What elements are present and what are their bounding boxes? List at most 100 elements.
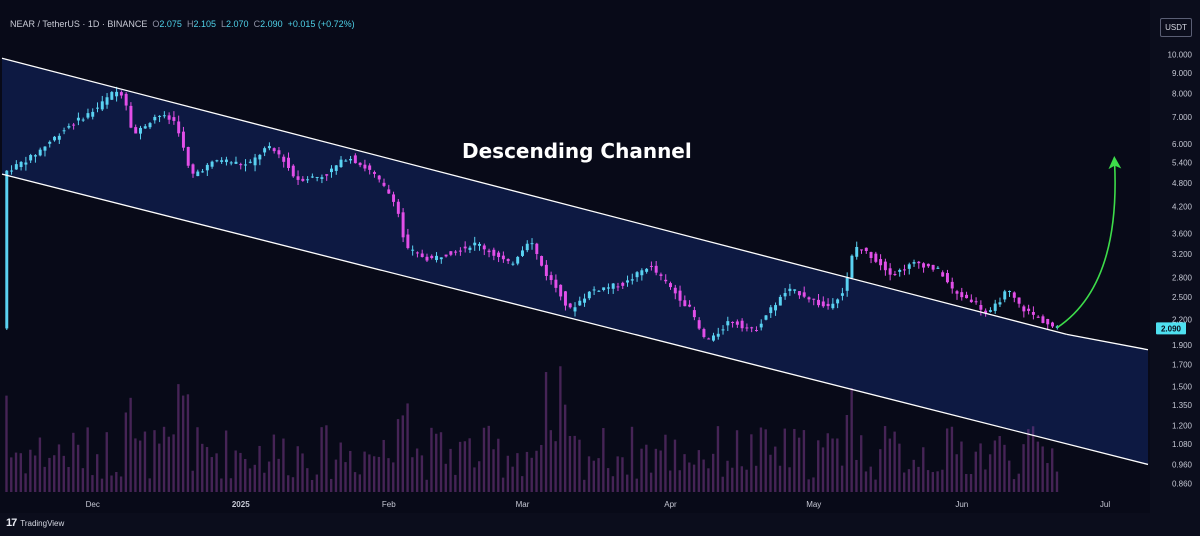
volume-bar	[606, 468, 610, 492]
candle-down	[124, 93, 128, 106]
volume-bar	[53, 455, 56, 492]
candle-up	[478, 243, 481, 246]
volume-bar	[506, 455, 510, 492]
volume-bar	[210, 457, 213, 492]
time-tick-label: Jun	[955, 500, 968, 509]
candle-up	[306, 179, 310, 181]
candle-down	[559, 284, 563, 297]
symbol-header[interactable]: NEAR / TetherUS · 1D · BINANCE O2.075 H2…	[10, 19, 355, 29]
candle-up	[263, 148, 267, 153]
symbol-title[interactable]: NEAR / TetherUS · 1D · BINANCE	[10, 19, 148, 29]
volume-bar	[535, 450, 538, 492]
volume-bar	[530, 457, 533, 492]
volume-bar	[244, 458, 247, 492]
candle-down	[406, 234, 410, 249]
candle-down	[974, 301, 978, 303]
candle-up	[267, 146, 271, 149]
volume-bar	[482, 427, 486, 492]
candle-down	[697, 320, 701, 329]
time-tick-label: Dec	[86, 500, 100, 509]
price-tick-label: 1.500	[1172, 382, 1193, 391]
candle-up	[344, 160, 348, 162]
candle-up	[898, 269, 902, 272]
candle-up	[855, 246, 859, 257]
candle-down	[506, 259, 510, 262]
volume-bar	[654, 448, 658, 492]
volume-bar	[258, 445, 261, 492]
candle-down	[568, 303, 572, 308]
volume-bar	[864, 471, 868, 492]
candle-up	[993, 303, 997, 311]
volume-bar	[673, 439, 677, 492]
candle-down	[664, 279, 668, 282]
price-tick-label: 4.800	[1172, 179, 1193, 188]
volume-bar	[124, 412, 128, 492]
candle-up	[936, 267, 940, 269]
candle-up	[153, 116, 157, 121]
time-axis-group[interactable]: Dec 2025 Feb Mar Apr May Jun Jul	[86, 500, 1111, 509]
volume-bar	[181, 395, 185, 492]
candle-up	[769, 307, 773, 314]
candle-up	[234, 161, 238, 164]
volume-bar	[487, 425, 490, 492]
candle-up	[597, 290, 601, 292]
volume-bar	[540, 444, 543, 492]
volume-bar	[669, 470, 672, 492]
price-tick-label: 9.000	[1172, 69, 1193, 78]
currency-unit-button[interactable]: USDT	[1160, 18, 1192, 37]
candle-down	[702, 329, 706, 337]
candle-up	[29, 155, 33, 161]
candle-down	[883, 261, 887, 271]
volume-bar	[965, 473, 968, 492]
candle-up	[783, 293, 787, 297]
volume-bar	[1008, 460, 1011, 492]
high-value: 2.105	[193, 19, 216, 29]
volume-bar	[1051, 448, 1054, 492]
candle-down	[363, 164, 367, 169]
volume-bar	[5, 395, 8, 492]
volume-bar	[778, 465, 782, 492]
price-axis-group[interactable]: 10.000 9.000 8.000 7.000 6.000 5.400 4.800 4.20…	[1150, 0, 1200, 513]
candle-down	[707, 338, 711, 340]
candle-up	[105, 97, 109, 105]
volume-bar	[439, 432, 443, 492]
tradingview-logo-icon: 17	[6, 517, 17, 529]
volume-bar	[115, 471, 118, 492]
candle-down	[826, 303, 830, 307]
volume-bar	[14, 452, 18, 492]
volume-bar	[907, 469, 911, 492]
volume-bar	[177, 384, 180, 492]
volume-bar	[129, 397, 132, 492]
candle-down	[544, 264, 548, 276]
volume-bar	[220, 478, 223, 492]
candle-down	[177, 121, 181, 134]
tradingview-logo[interactable]: 17 TradingView	[6, 517, 64, 529]
candle-down	[497, 252, 501, 258]
volume-bar	[62, 455, 65, 492]
volume-bar	[430, 427, 433, 492]
candle-up	[645, 268, 649, 272]
volume-bar	[759, 427, 763, 492]
candle-up	[778, 296, 782, 306]
candle-down	[454, 251, 458, 253]
candle-up	[640, 270, 644, 276]
candle-down	[683, 300, 687, 307]
candle-down	[797, 291, 801, 296]
candle-down	[72, 124, 76, 126]
volume-bar	[731, 467, 734, 492]
volume-bar	[387, 458, 390, 492]
candles-group	[5, 86, 1059, 342]
volume-bar	[544, 372, 548, 492]
candle-up	[626, 280, 630, 283]
candle-up	[912, 262, 916, 264]
candle-up	[998, 302, 1002, 305]
volume-bar	[458, 441, 462, 492]
candle-down	[621, 282, 625, 286]
candle-up	[67, 126, 71, 128]
volume-bar	[1041, 446, 1044, 492]
candle-up	[86, 113, 90, 118]
candle-up	[310, 176, 314, 178]
volume-bar	[320, 427, 323, 492]
volume-bar	[91, 475, 94, 492]
